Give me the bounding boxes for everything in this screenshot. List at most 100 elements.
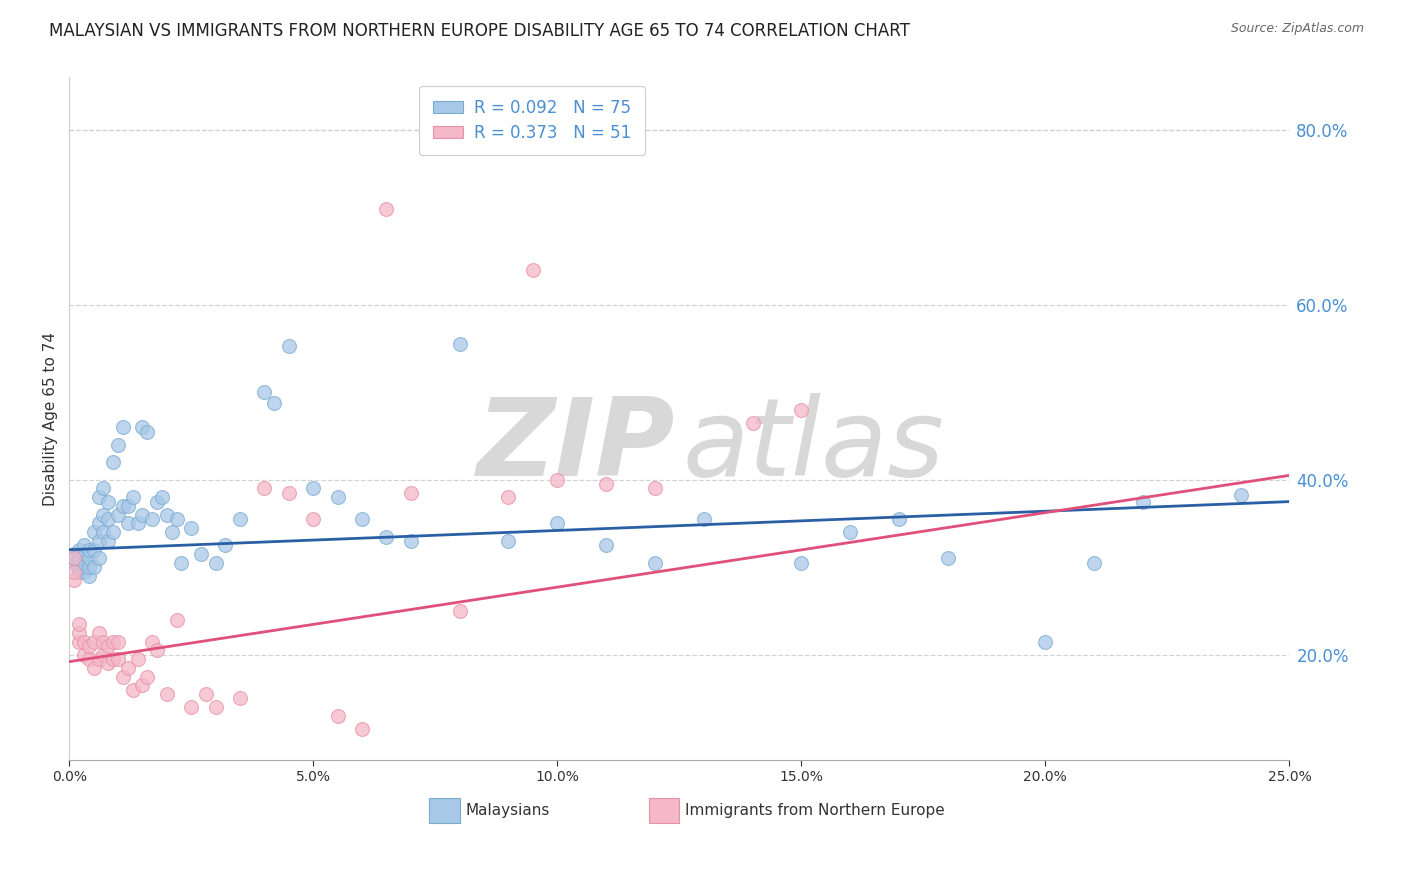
Point [498, 490, 520, 504]
Point [77, 542, 100, 557]
Point [87, 652, 110, 666]
Point [326, 490, 349, 504]
Point [146, 643, 169, 657]
Point [214, 538, 236, 552]
Point [141, 634, 163, 648]
FancyBboxPatch shape [429, 798, 460, 823]
Point [67, 542, 90, 557]
Point [277, 339, 299, 353]
Point [352, 512, 374, 526]
Point [93, 508, 115, 522]
Point [97, 494, 120, 508]
Point [67, 560, 90, 574]
Point [101, 652, 124, 666]
Point [160, 525, 183, 540]
Point [204, 556, 226, 570]
Point [97, 639, 120, 653]
FancyBboxPatch shape [648, 798, 679, 823]
Point [302, 482, 325, 496]
Point [136, 669, 159, 683]
Point [93, 648, 115, 662]
Point [93, 482, 115, 496]
Point [93, 525, 115, 540]
Point [180, 700, 202, 714]
Point [136, 425, 159, 439]
Text: Source: ZipAtlas.com: Source: ZipAtlas.com [1230, 22, 1364, 36]
Point [107, 438, 129, 452]
Point [67, 565, 90, 579]
Point [887, 512, 910, 526]
Point [204, 700, 226, 714]
Point [156, 508, 179, 522]
Point [229, 512, 252, 526]
Point [1083, 556, 1105, 570]
Point [67, 551, 90, 566]
Point [194, 687, 217, 701]
Point [790, 556, 813, 570]
Text: atlas: atlas [683, 393, 945, 499]
Point [253, 482, 276, 496]
Point [83, 634, 105, 648]
Point [63, 565, 86, 579]
Point [131, 508, 153, 522]
Point [644, 556, 666, 570]
Point [229, 691, 252, 706]
Text: Malaysians: Malaysians [465, 804, 550, 818]
Point [97, 533, 120, 548]
Point [77, 569, 100, 583]
Point [77, 652, 100, 666]
Point [77, 551, 100, 566]
Point [117, 661, 139, 675]
Point [117, 516, 139, 531]
Point [117, 499, 139, 513]
Point [375, 530, 398, 544]
Legend: R = 0.092   N = 75, R = 0.373   N = 51: R = 0.092 N = 75, R = 0.373 N = 51 [419, 86, 645, 155]
Point [87, 516, 110, 531]
Point [83, 542, 105, 557]
Point [166, 512, 188, 526]
Point [101, 634, 124, 648]
Point [1132, 494, 1154, 508]
Point [498, 533, 520, 548]
Point [67, 634, 90, 648]
Point [1229, 488, 1251, 502]
Point [449, 604, 471, 618]
Point [150, 490, 173, 504]
Point [107, 508, 129, 522]
Point [546, 473, 568, 487]
Point [131, 678, 153, 692]
Point [73, 648, 96, 662]
Point [693, 512, 716, 526]
Point [156, 687, 179, 701]
Point [63, 551, 86, 566]
Point [180, 521, 202, 535]
Point [166, 613, 188, 627]
Point [277, 486, 299, 500]
Point [595, 477, 617, 491]
Point [141, 512, 163, 526]
Point [87, 625, 110, 640]
Point [1033, 634, 1056, 648]
Point [790, 402, 813, 417]
Point [87, 490, 110, 504]
Point [839, 525, 862, 540]
Point [101, 455, 124, 469]
Point [326, 709, 349, 723]
Point [67, 625, 90, 640]
Point [399, 486, 422, 500]
Point [170, 556, 193, 570]
Point [375, 202, 398, 216]
Point [63, 551, 86, 566]
Point [73, 556, 96, 570]
Point [73, 565, 96, 579]
Point [302, 512, 325, 526]
Point [73, 634, 96, 648]
Point [146, 494, 169, 508]
Point [644, 482, 666, 496]
Point [77, 639, 100, 653]
Point [131, 420, 153, 434]
Point [73, 547, 96, 561]
Point [87, 533, 110, 548]
Text: ZIP: ZIP [477, 392, 676, 499]
Point [190, 547, 212, 561]
